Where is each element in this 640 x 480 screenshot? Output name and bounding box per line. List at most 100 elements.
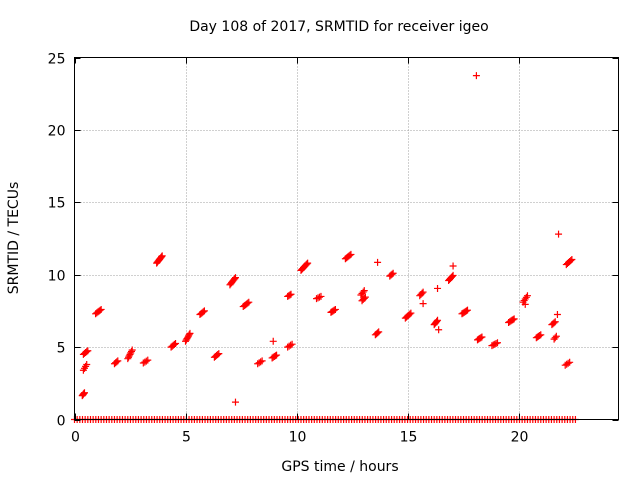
data-point bbox=[389, 269, 397, 277]
y-tick-label: 10 bbox=[48, 269, 66, 285]
data-point bbox=[244, 299, 252, 307]
data-point bbox=[375, 328, 383, 336]
data-point bbox=[158, 252, 166, 260]
x-tick-label: 0 bbox=[71, 430, 80, 446]
data-point bbox=[80, 389, 88, 397]
data-point bbox=[407, 309, 415, 317]
axis-ticks: 0 5 10 15 20 0 5 10 15 20 25 bbox=[48, 52, 619, 446]
data-point bbox=[567, 257, 575, 265]
data-point bbox=[215, 350, 223, 358]
data-point bbox=[258, 357, 266, 365]
data-point bbox=[317, 292, 325, 300]
data-point bbox=[448, 272, 456, 280]
data-point bbox=[231, 274, 239, 282]
data-point bbox=[551, 318, 559, 326]
y-tick-label: 25 bbox=[48, 52, 66, 68]
data-point bbox=[231, 398, 239, 406]
data-point bbox=[128, 346, 136, 354]
data-point bbox=[464, 306, 472, 314]
chart-title: Day 108 of 2017, SRMTID for receiver ige… bbox=[189, 19, 488, 35]
data-point bbox=[472, 72, 480, 80]
data-point bbox=[449, 262, 457, 270]
data-point bbox=[346, 251, 354, 259]
data-point bbox=[200, 307, 208, 315]
data-point bbox=[330, 306, 338, 314]
data-point bbox=[96, 306, 104, 314]
x-axis-label: GPS time / hours bbox=[281, 459, 398, 475]
x-tick-label: 20 bbox=[511, 430, 529, 446]
data-point bbox=[478, 333, 486, 341]
data-point bbox=[568, 255, 576, 263]
data-point bbox=[231, 275, 239, 283]
data-point bbox=[185, 331, 193, 339]
data-point bbox=[434, 316, 442, 324]
data-point bbox=[331, 305, 339, 313]
data-point bbox=[303, 260, 311, 268]
data-point bbox=[419, 288, 427, 296]
data-point bbox=[493, 339, 501, 347]
data-point bbox=[551, 334, 559, 342]
data-point bbox=[186, 329, 194, 337]
data-point bbox=[537, 331, 545, 339]
data-point bbox=[510, 315, 518, 323]
data-point bbox=[360, 294, 368, 302]
data-point bbox=[492, 339, 500, 347]
data-point bbox=[433, 317, 441, 325]
data-point bbox=[359, 288, 367, 296]
data-point bbox=[269, 337, 277, 345]
data-point bbox=[199, 308, 207, 316]
data-point bbox=[286, 291, 294, 299]
data-point bbox=[158, 253, 166, 261]
data-point bbox=[288, 340, 296, 348]
data-point bbox=[84, 347, 92, 355]
data-point bbox=[271, 352, 279, 360]
y-tick-label: 20 bbox=[48, 124, 66, 140]
data-point bbox=[435, 326, 443, 334]
data-point bbox=[170, 340, 178, 348]
data-point bbox=[388, 270, 396, 278]
data-point bbox=[273, 351, 281, 359]
data-point bbox=[477, 334, 485, 342]
data-point bbox=[83, 360, 91, 368]
data-point bbox=[245, 298, 253, 306]
data-point bbox=[361, 293, 369, 301]
data-point bbox=[113, 358, 121, 366]
data-point bbox=[552, 332, 560, 340]
data-point bbox=[509, 316, 517, 324]
y-tick-label: 15 bbox=[48, 196, 66, 212]
data-point bbox=[127, 347, 135, 355]
y-axis-label: SRMTID / TECUs bbox=[6, 182, 22, 295]
data-point bbox=[287, 290, 295, 298]
data-point bbox=[313, 295, 321, 303]
data-point bbox=[360, 287, 368, 295]
data-point bbox=[214, 351, 222, 359]
data-point bbox=[172, 339, 180, 347]
data-point bbox=[406, 310, 414, 318]
grid-lines bbox=[74, 57, 619, 420]
data-point bbox=[462, 307, 470, 315]
x-tick-label: 15 bbox=[400, 430, 418, 446]
data-point bbox=[553, 311, 561, 319]
data-point bbox=[347, 250, 355, 258]
data-point bbox=[144, 356, 152, 364]
x-tick-label: 5 bbox=[182, 430, 191, 446]
data-point bbox=[418, 289, 426, 297]
data-point bbox=[564, 359, 572, 367]
data-point bbox=[257, 358, 265, 366]
data-point bbox=[550, 319, 558, 327]
data-point bbox=[374, 329, 382, 337]
data-point bbox=[114, 357, 122, 365]
data-point bbox=[97, 305, 105, 313]
data-point bbox=[566, 358, 574, 366]
data-point bbox=[521, 300, 529, 308]
plot-frame bbox=[74, 57, 619, 420]
data-points bbox=[71, 72, 579, 423]
data-point bbox=[304, 259, 312, 267]
data-point bbox=[555, 230, 563, 238]
y-tick-label: 0 bbox=[57, 414, 66, 430]
data-point bbox=[434, 284, 442, 292]
data-point bbox=[522, 293, 530, 301]
data-point bbox=[449, 271, 457, 279]
data-point bbox=[83, 348, 91, 356]
